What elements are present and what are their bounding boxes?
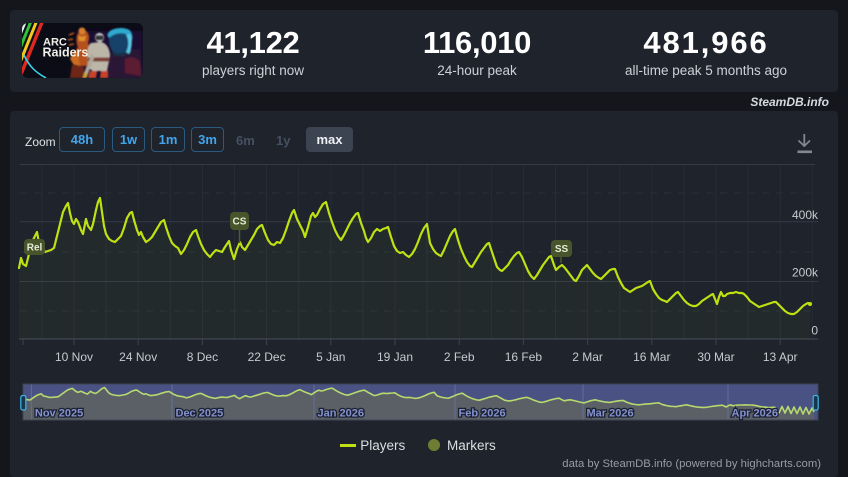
svg-text:200k: 200k: [792, 266, 819, 280]
svg-text:Dec 2025: Dec 2025: [176, 408, 224, 420]
svg-text:CS: CS: [233, 217, 247, 228]
svg-text:Nov 2025: Nov 2025: [35, 408, 83, 420]
svg-text:2 Mar: 2 Mar: [572, 350, 603, 364]
svg-text:2 Feb: 2 Feb: [444, 350, 475, 364]
svg-text:SS: SS: [555, 244, 569, 255]
svg-text:0: 0: [811, 324, 818, 338]
svg-text:ARC: ARC: [43, 36, 67, 48]
svg-text:30 Mar: 30 Mar: [697, 350, 734, 364]
svg-text:24 Nov: 24 Nov: [119, 350, 157, 364]
svg-text:Raiders: Raiders: [43, 46, 89, 60]
svg-text:400k: 400k: [792, 208, 819, 222]
svg-text:19 Jan: 19 Jan: [377, 350, 413, 364]
svg-text:13 Apr: 13 Apr: [763, 350, 798, 364]
svg-text:16 Mar: 16 Mar: [633, 350, 670, 364]
svg-text:Mar 2026: Mar 2026: [587, 408, 634, 420]
svg-text:22 Dec: 22 Dec: [248, 350, 286, 364]
svg-text:5 Jan: 5 Jan: [316, 350, 345, 364]
svg-text:8 Dec: 8 Dec: [187, 350, 218, 364]
svg-text:16 Feb: 16 Feb: [505, 350, 543, 364]
svg-text:10 Nov: 10 Nov: [55, 350, 93, 364]
svg-text:Rel: Rel: [27, 243, 43, 254]
svg-text:Jan 2026: Jan 2026: [318, 408, 364, 420]
svg-text:Feb 2026: Feb 2026: [459, 408, 506, 420]
svg-text:Apr 2026: Apr 2026: [732, 408, 778, 420]
